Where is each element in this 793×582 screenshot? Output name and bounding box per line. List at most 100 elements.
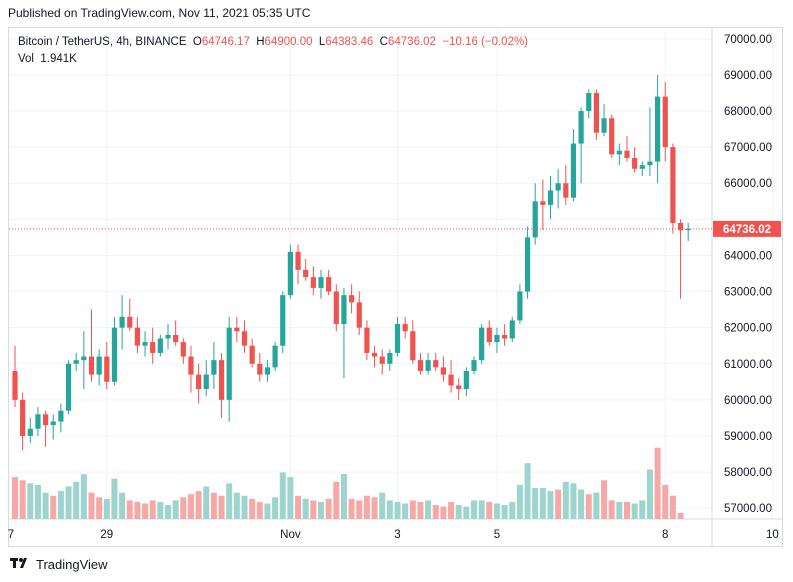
candle-body — [540, 201, 546, 205]
candle — [586, 89, 592, 119]
candle-body — [632, 157, 638, 169]
candle — [524, 226, 531, 299]
candle — [310, 266, 316, 296]
candle-body — [27, 428, 33, 436]
candle — [440, 356, 446, 382]
volume-bar — [547, 491, 554, 519]
volume-bar — [340, 474, 347, 519]
candle-body — [364, 327, 370, 353]
price-tick-label: 61000.00 — [724, 359, 772, 371]
candle-body — [639, 165, 645, 169]
candle-body — [157, 338, 163, 353]
candle — [234, 316, 240, 343]
candle-body — [203, 374, 209, 390]
candle — [540, 179, 546, 231]
candle-body — [295, 251, 301, 270]
volume-value: 1.941K — [40, 53, 77, 65]
candle — [20, 392, 26, 451]
candle — [226, 316, 232, 422]
volume-bar — [172, 500, 179, 519]
candle — [371, 345, 378, 368]
candle-body — [578, 111, 584, 144]
brand-name: TradingView — [36, 557, 108, 572]
candle-body — [387, 352, 393, 364]
volume-bar — [165, 505, 171, 519]
close-label: C — [379, 36, 388, 48]
candle — [326, 269, 332, 296]
volume-bar — [662, 484, 669, 519]
last-price-line: 64736.02 — [9, 220, 781, 237]
candle — [127, 298, 133, 332]
volume-bar — [295, 495, 302, 519]
candle-body — [257, 363, 263, 375]
candle — [134, 316, 140, 353]
price-tick-label: 58000.00 — [724, 467, 772, 479]
candle-body — [463, 370, 469, 390]
candle-body — [502, 334, 508, 339]
candle-body — [173, 334, 179, 343]
candle-body — [134, 327, 140, 346]
candle — [463, 367, 469, 397]
price-tick-label: 70000.00 — [724, 34, 772, 46]
candle — [203, 360, 209, 397]
volume-bar — [570, 483, 577, 519]
volume-label: Vol — [18, 53, 34, 65]
candle-body — [448, 374, 454, 386]
candle-body — [310, 277, 316, 288]
price-tick-label: 69000.00 — [724, 70, 772, 82]
volume-bar — [601, 480, 608, 519]
volume-bar — [417, 501, 424, 519]
time-tick-label: 7 — [8, 529, 14, 541]
candle-body — [486, 327, 492, 343]
volume-bar — [119, 492, 126, 519]
volume-bar — [608, 500, 615, 519]
volume-bar — [279, 472, 286, 519]
candle-body — [524, 237, 531, 292]
last-price-tag — [713, 220, 781, 237]
candle-body — [677, 222, 684, 231]
volume-bar — [210, 492, 217, 519]
candle-body — [111, 327, 118, 382]
candle — [303, 259, 309, 281]
brand[interactable]: TradingView — [10, 557, 108, 572]
volume-bar — [669, 495, 676, 519]
candle-body — [685, 228, 691, 231]
candle — [639, 161, 645, 177]
volume-bar — [264, 503, 271, 519]
candle — [410, 320, 416, 364]
volume-bar — [42, 492, 49, 519]
volume-bar — [493, 503, 500, 519]
candle-body — [555, 183, 561, 191]
candle-body — [609, 118, 615, 155]
volume-bar — [654, 447, 661, 519]
candle-body — [509, 320, 515, 339]
candle-body — [563, 183, 569, 198]
candle-body — [88, 356, 95, 375]
volume-bar — [486, 501, 493, 519]
candle — [341, 287, 347, 379]
candle — [104, 342, 110, 390]
price-axis: 70000.00 69000.00 68000.00 67000.00 66000.00… — [724, 34, 772, 515]
time-tick-label: 10 — [766, 529, 779, 541]
volume-bar — [348, 498, 355, 519]
ohlc-legend: Bitcoin / TetherUS, 4h, BINANCE O64746.1… — [18, 36, 528, 48]
candle — [318, 269, 324, 299]
candle-body — [188, 356, 194, 375]
low-value: 64383.46 — [325, 36, 374, 48]
candle-body — [150, 342, 156, 353]
candle — [662, 82, 668, 162]
volume-bar — [646, 469, 653, 519]
high-value: 64900.00 — [264, 36, 313, 48]
candle — [616, 143, 622, 166]
candle — [379, 349, 385, 375]
time-tick-label: 5 — [494, 529, 500, 541]
candle-body — [196, 374, 202, 390]
candle-body — [349, 295, 355, 303]
volume-bar — [555, 489, 562, 519]
candle-body — [81, 356, 87, 361]
candle — [570, 129, 577, 202]
candle — [119, 295, 125, 350]
volume-bar — [386, 500, 393, 519]
price-tick-label: 67000.00 — [724, 142, 772, 154]
